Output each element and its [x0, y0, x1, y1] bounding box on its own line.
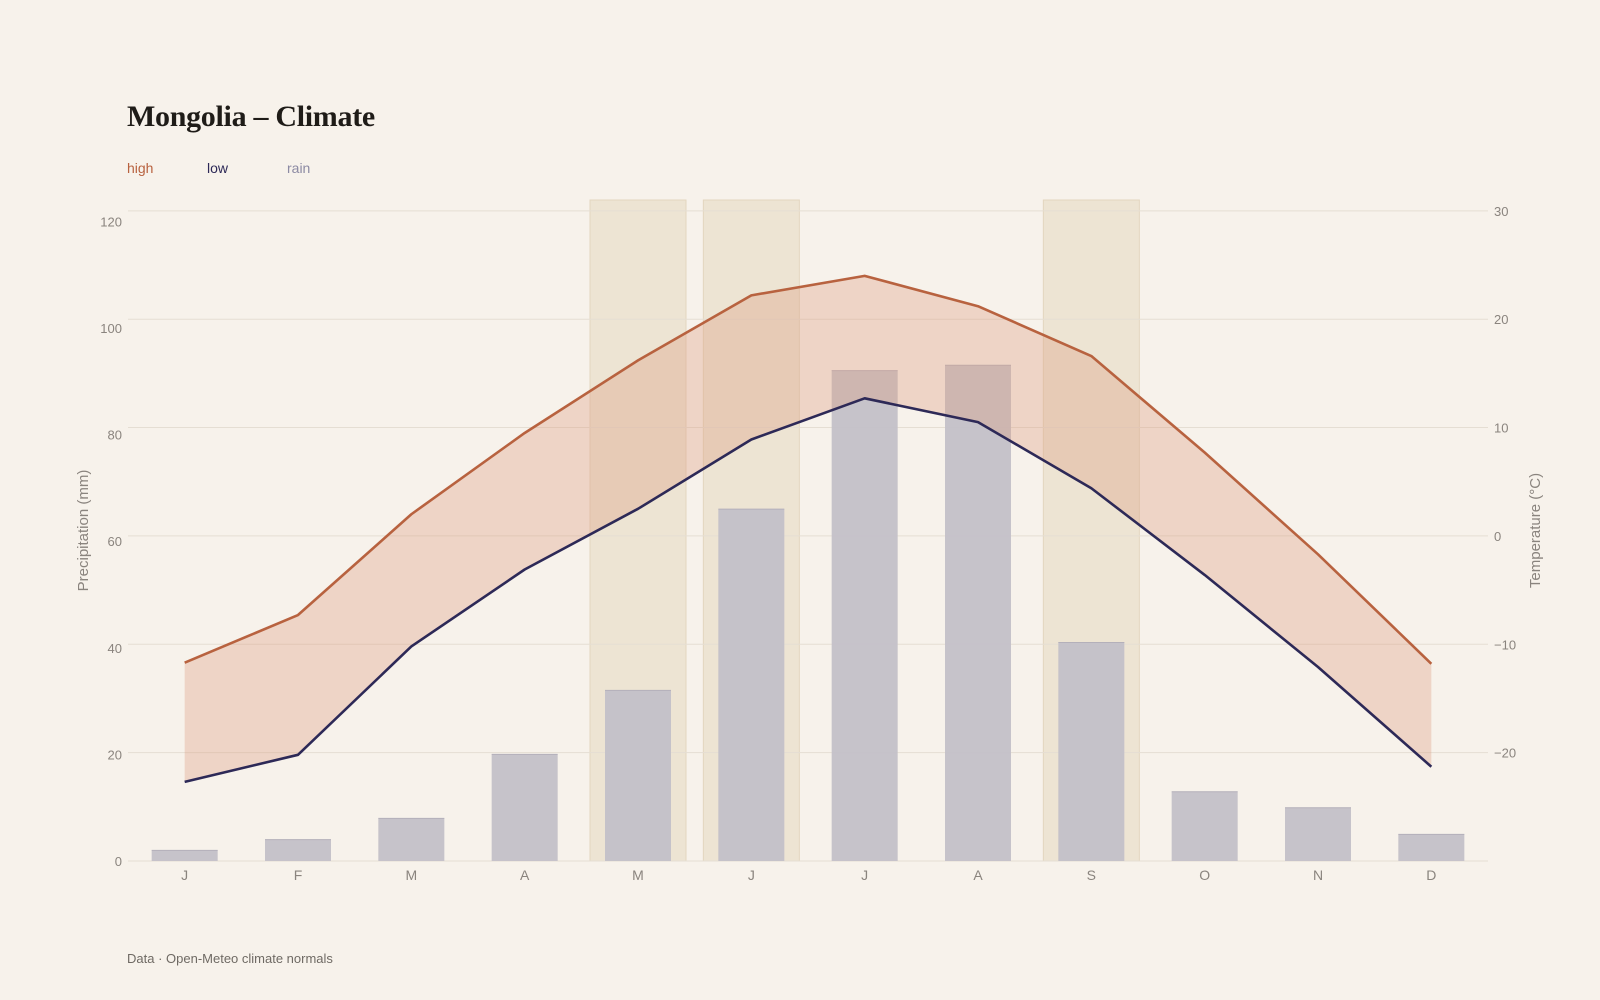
left-axis-tick-label: 0	[115, 854, 122, 869]
x-axis-tick-label: M	[632, 867, 644, 883]
source-note: Data · Open-Meteo climate normals	[127, 951, 333, 966]
right-axis-tick-label: −10	[1494, 637, 1516, 652]
x-axis-tick-label: S	[1087, 867, 1096, 883]
rain-bar	[378, 818, 445, 861]
rain-bar	[831, 370, 898, 861]
right-axis-tick-label: 10	[1494, 421, 1508, 436]
rain-bar	[605, 690, 671, 861]
right-axis-tick-label: 0	[1494, 529, 1501, 544]
x-axis-tick-label: O	[1199, 867, 1210, 883]
rain-bar	[265, 839, 331, 861]
temperature-band	[184, 275, 1432, 782]
legend-item-high: high	[127, 160, 154, 176]
x-axis-tick-label: J	[748, 867, 755, 883]
legend: high low rain	[127, 160, 367, 176]
x-axis-tick-label: A	[520, 867, 530, 883]
x-axis-tick-label: F	[294, 867, 303, 883]
x-axis-tick-label: M	[405, 867, 417, 883]
left-axis-tick-label: 80	[108, 428, 122, 443]
left-axis-tick-label: 20	[108, 747, 122, 762]
rain-bar	[1058, 642, 1125, 861]
right-axis-title: Temperature (°C)	[1527, 473, 1544, 588]
right-axis-tick-label: 30	[1494, 204, 1508, 219]
legend-item-low: low	[207, 160, 229, 176]
legend-item-rain: rain	[287, 160, 311, 176]
rain-bar	[718, 509, 785, 861]
rain-bar	[1398, 834, 1465, 861]
right-axis-tick-label: −20	[1494, 746, 1516, 761]
left-axis-tick-label: 100	[100, 321, 122, 336]
left-axis-tick-label: 120	[100, 214, 122, 229]
chart-title: Mongolia – Climate	[127, 100, 375, 133]
rain-bar	[151, 850, 218, 861]
x-axis-tick-label: N	[1313, 867, 1323, 883]
rain-bar	[945, 365, 1011, 861]
left-axis-tick-label: 60	[108, 534, 122, 549]
rain-bar	[1171, 791, 1238, 861]
rain-bar	[1285, 807, 1351, 861]
x-axis-tick-label: D	[1426, 867, 1436, 883]
x-axis-tick-label: A	[973, 867, 983, 883]
left-axis-title: Precipitation (mm)	[75, 470, 92, 592]
x-axis-tick-label: J	[181, 867, 188, 883]
high-line	[184, 274, 1433, 665]
rain-bar	[491, 754, 558, 861]
x-axis-tick-label: J	[861, 867, 868, 883]
left-axis-tick-label: 40	[108, 641, 122, 656]
low-line	[184, 396, 1433, 784]
right-axis-tick-label: 20	[1494, 312, 1508, 327]
